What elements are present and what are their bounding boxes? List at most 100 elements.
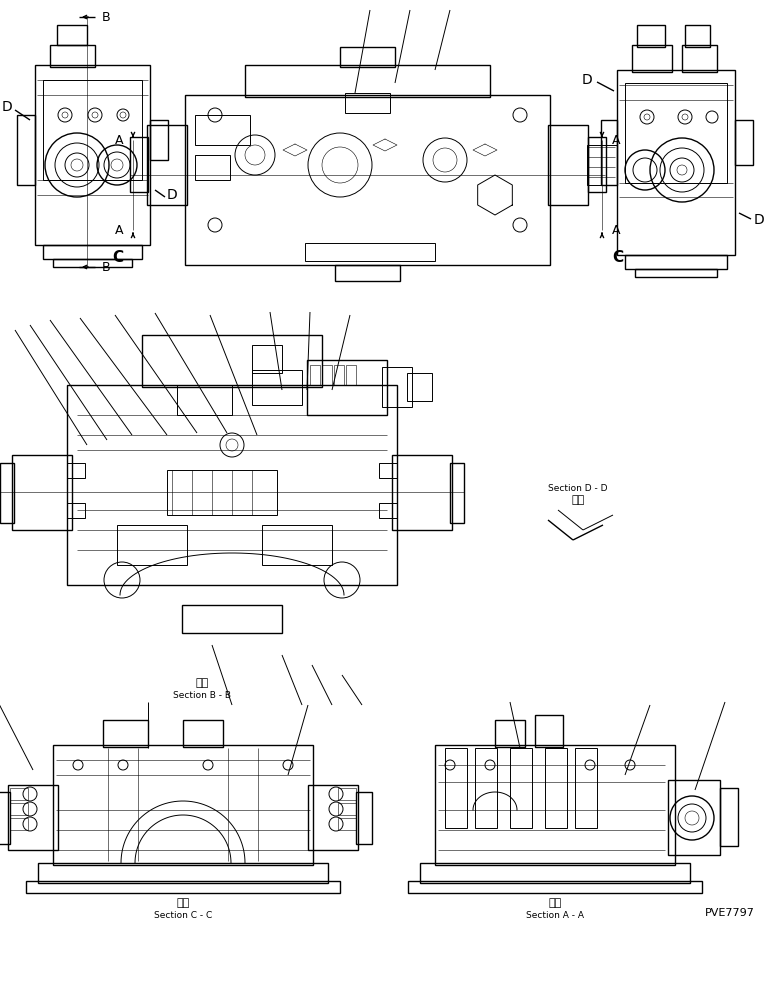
Bar	[8, 785, 58, 850]
Bar	[625, 83, 727, 183]
Bar	[668, 780, 720, 855]
Text: D: D	[2, 100, 12, 114]
Bar	[245, 65, 490, 97]
Text: C: C	[112, 250, 123, 265]
Bar	[53, 745, 313, 865]
Bar	[17, 115, 35, 185]
Bar	[632, 45, 672, 72]
Bar	[195, 115, 250, 145]
Text: Section B - B: Section B - B	[173, 690, 231, 699]
Text: Section D - D: Section D - D	[548, 483, 608, 492]
Bar	[450, 463, 464, 523]
Bar	[495, 720, 525, 747]
Bar	[195, 155, 230, 180]
Bar	[335, 265, 400, 281]
Bar	[322, 365, 332, 385]
Text: 断面: 断面	[571, 495, 584, 505]
Bar	[338, 788, 356, 800]
Bar	[142, 335, 322, 387]
Bar	[35, 65, 150, 245]
Bar	[545, 748, 567, 828]
Text: D: D	[581, 73, 592, 87]
Text: 断面: 断面	[196, 678, 209, 688]
Bar	[334, 365, 344, 385]
Text: 断面: 断面	[548, 898, 561, 908]
Bar	[308, 785, 358, 850]
Bar	[587, 145, 617, 185]
Text: B: B	[102, 11, 111, 24]
Bar	[103, 720, 148, 747]
Bar	[67, 503, 85, 518]
Bar	[307, 360, 387, 415]
Bar	[252, 345, 282, 373]
Bar	[685, 25, 710, 47]
Bar	[535, 715, 563, 747]
Bar	[340, 47, 395, 67]
Bar	[720, 788, 738, 846]
Bar	[575, 748, 597, 828]
Text: A: A	[612, 133, 621, 146]
Text: D: D	[166, 188, 177, 202]
Bar	[0, 792, 10, 844]
Bar	[338, 803, 356, 815]
Bar	[12, 455, 72, 530]
Bar	[67, 463, 85, 478]
Text: 断面: 断面	[176, 898, 189, 908]
Bar	[177, 385, 232, 415]
Text: A: A	[115, 133, 123, 146]
Bar	[183, 720, 223, 747]
Text: A: A	[612, 223, 621, 236]
Bar	[392, 455, 452, 530]
Bar	[635, 269, 717, 277]
Bar	[338, 818, 356, 830]
Bar	[382, 367, 412, 407]
Text: A: A	[115, 223, 123, 236]
Bar	[130, 137, 148, 192]
Text: D: D	[754, 213, 765, 227]
Bar	[262, 525, 332, 565]
Bar	[682, 45, 717, 72]
Bar	[475, 748, 497, 828]
Bar	[53, 259, 132, 267]
Bar	[185, 95, 550, 265]
Bar	[435, 745, 675, 865]
Bar	[0, 463, 14, 523]
Bar	[601, 120, 617, 185]
Bar	[38, 863, 328, 883]
Text: Section A - A: Section A - A	[526, 910, 584, 919]
Bar	[345, 93, 390, 113]
Bar	[637, 25, 665, 47]
Bar	[625, 255, 727, 269]
Text: B: B	[102, 261, 111, 274]
Bar	[50, 45, 95, 67]
Bar	[43, 245, 142, 259]
Bar	[150, 120, 168, 160]
Bar	[147, 125, 187, 205]
Bar	[310, 365, 320, 385]
Bar	[445, 748, 467, 828]
Bar	[305, 243, 435, 261]
Bar	[10, 803, 28, 815]
Bar	[408, 881, 702, 893]
Text: C: C	[612, 250, 623, 265]
Bar	[10, 788, 28, 800]
Bar	[379, 503, 397, 518]
Bar	[167, 470, 277, 515]
Bar	[346, 365, 356, 385]
Bar	[182, 605, 282, 633]
Bar	[617, 70, 735, 255]
Bar	[510, 748, 532, 828]
Text: PVE7797: PVE7797	[705, 908, 755, 918]
Text: Section C - C: Section C - C	[154, 910, 212, 919]
Bar	[26, 881, 340, 893]
Bar	[10, 818, 28, 830]
Bar	[548, 125, 588, 205]
Bar	[407, 373, 432, 401]
Bar	[735, 120, 753, 165]
Bar	[57, 25, 87, 45]
Bar	[379, 463, 397, 478]
Bar	[67, 385, 397, 585]
Bar	[43, 80, 142, 180]
Bar	[420, 863, 690, 883]
Bar	[252, 370, 302, 405]
